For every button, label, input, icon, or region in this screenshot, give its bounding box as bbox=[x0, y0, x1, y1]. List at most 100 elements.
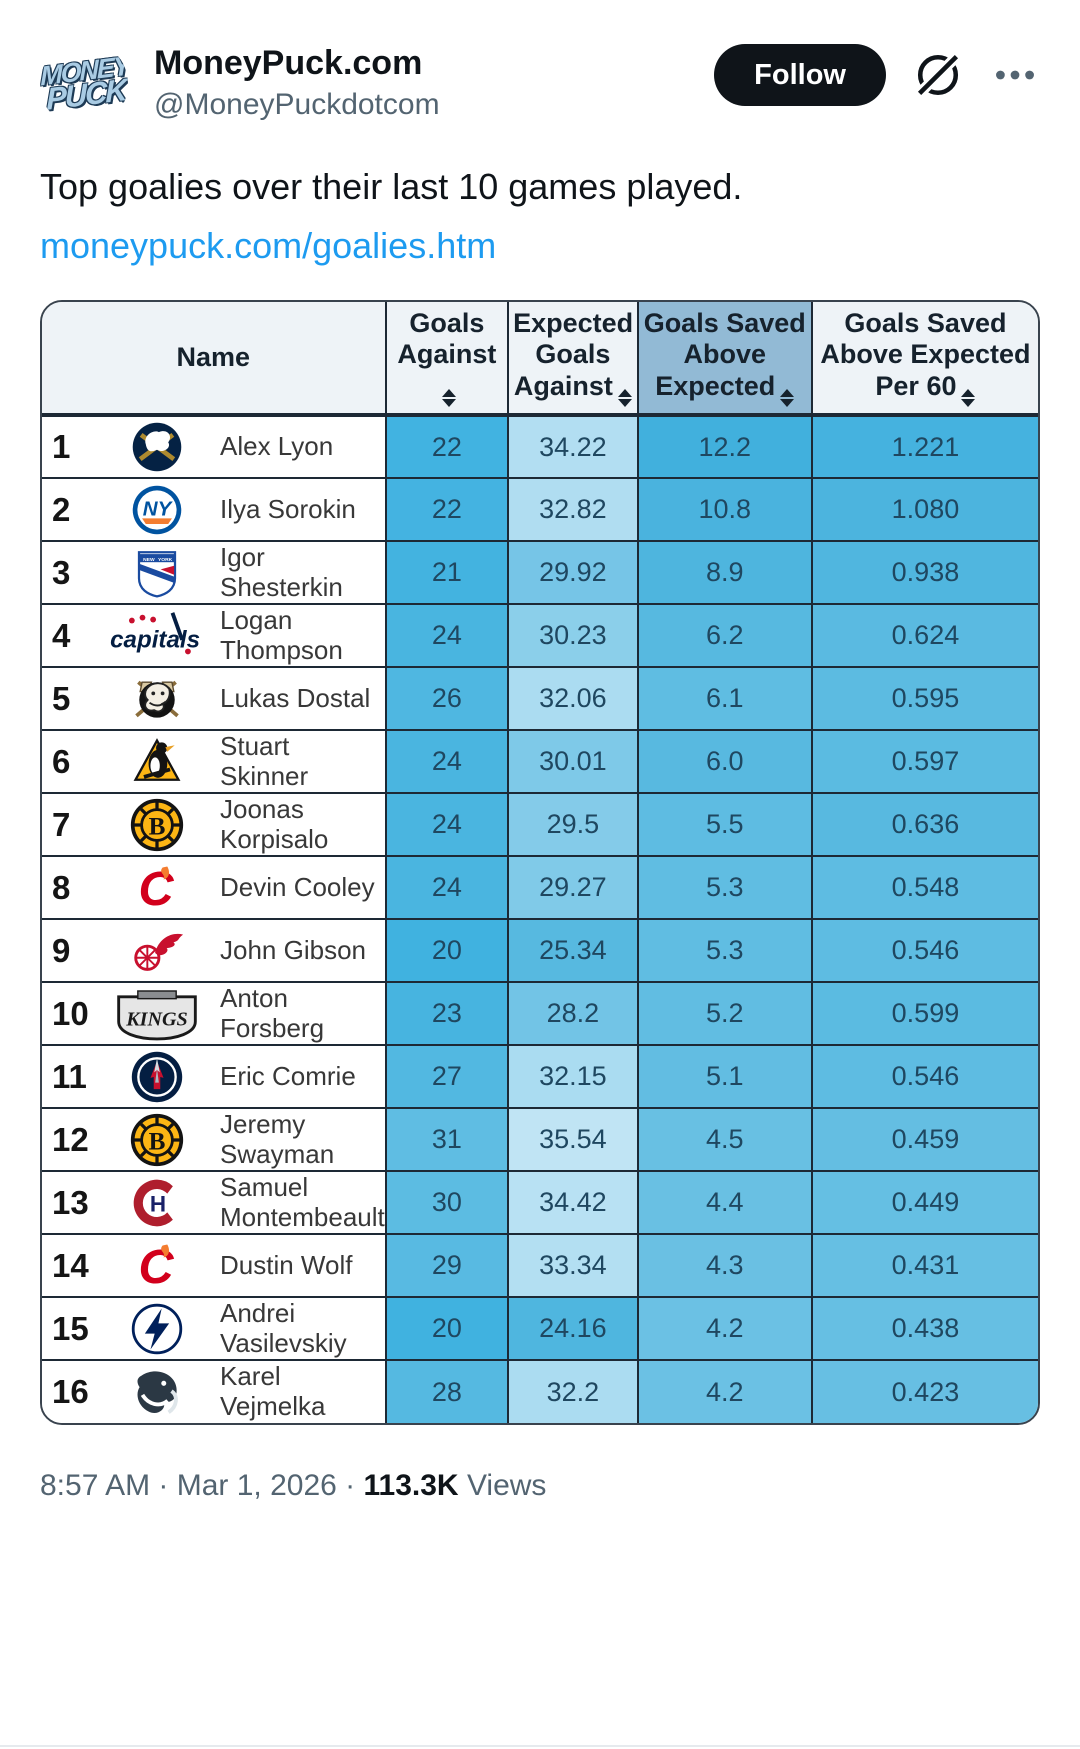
goalies-table-image[interactable]: Name Goals Against Expected Goals Against G… bbox=[40, 299, 1040, 1426]
player-cell: 5 Lukas Dostal bbox=[42, 666, 387, 732]
column-label: Goals Saved Above Expected Per 60 bbox=[820, 307, 1031, 402]
goals-against-cell: 29 bbox=[384, 1233, 510, 1299]
team-logo-utah-mammoth bbox=[98, 1363, 216, 1421]
table-head: Name Goals Against Expected Goals Against G… bbox=[42, 301, 1038, 418]
column-label: Expected Goals Against bbox=[513, 307, 634, 402]
goals-against-cell: 31 bbox=[384, 1107, 510, 1173]
goals-saved-above-expected-cell: 6.2 bbox=[636, 603, 813, 669]
player-name: Ilya Sorokin bbox=[220, 493, 356, 524]
team-logo-buffalo-sabres bbox=[98, 419, 216, 475]
rank: 7 bbox=[52, 805, 71, 843]
team-logo-new-york-islanders: NY bbox=[98, 482, 216, 538]
rank: 11 bbox=[52, 1057, 87, 1095]
column-header-goals-saved-above-expected[interactable]: Goals Saved Above Expected bbox=[636, 301, 813, 418]
player-cell: 6 Stuart Skinner bbox=[42, 729, 387, 795]
table-row: 5 Lukas Dostal 26 32.06 6.1 0.595 bbox=[42, 666, 1038, 732]
player-name: Andrei Vasilevskiy bbox=[220, 1297, 347, 1358]
expected-goals-against-cell: 32.82 bbox=[507, 477, 639, 543]
player-name: Alex Lyon bbox=[220, 431, 334, 462]
expected-goals-against-cell: 34.22 bbox=[507, 414, 639, 480]
tweet-footer: 8:57 AM · Mar 1, 2026 · 113.3K Views bbox=[40, 1469, 1040, 1503]
goals-against-cell: 26 bbox=[384, 666, 510, 732]
goals-saved-above-expected-per-60-cell: 0.449 bbox=[810, 1170, 1038, 1236]
rank: 16 bbox=[52, 1373, 89, 1411]
player-cell: 14 C Dustin Wolf bbox=[42, 1233, 387, 1299]
goals-saved-above-expected-per-60-cell: 0.546 bbox=[810, 918, 1038, 984]
column-header-name: Name bbox=[42, 301, 387, 418]
team-logo-pittsburgh-penguins bbox=[98, 734, 216, 790]
column-header-goals-against[interactable]: Goals Against bbox=[384, 301, 510, 418]
expected-goals-against-cell: 24.16 bbox=[507, 1296, 639, 1362]
rank: 10 bbox=[52, 994, 89, 1032]
player-name: Samuel Montembeault bbox=[220, 1171, 385, 1232]
goals-saved-above-expected-cell: 5.2 bbox=[636, 981, 813, 1047]
goals-against-cell: 30 bbox=[384, 1170, 510, 1236]
follow-button[interactable]: Follow bbox=[714, 44, 886, 106]
sort-icon bbox=[442, 389, 457, 408]
rank: 15 bbox=[52, 1309, 89, 1347]
table-row: 7 B Joonas Korpisalo 24 29.5 5.5 0.636 bbox=[42, 792, 1038, 858]
expected-goals-against-cell: 29.92 bbox=[507, 540, 639, 606]
views-count: 113.3K bbox=[363, 1469, 459, 1503]
player-name: Jeremy Swayman bbox=[220, 1108, 335, 1169]
table-row: 3 NEW YORK Igor Shesterkin 21 29.92 8.9 0.938 bbox=[42, 540, 1038, 606]
svg-text:B: B bbox=[149, 813, 166, 840]
handle[interactable]: @MoneyPuckdotcom bbox=[154, 87, 440, 121]
timestamp: 8:57 AM · Mar 1, 2026 bbox=[40, 1469, 337, 1503]
column-header-goals-saved-above-expected-per-60[interactable]: Goals Saved Above Expected Per 60 bbox=[810, 301, 1038, 418]
svg-text:capitals: capitals bbox=[110, 626, 200, 653]
goals-against-cell: 24 bbox=[384, 729, 510, 795]
sort-icon bbox=[617, 389, 632, 408]
goalies-table: Name Goals Against Expected Goals Against G… bbox=[42, 301, 1038, 1424]
team-logo-tampa-bay-lightning bbox=[98, 1301, 216, 1357]
player-cell: 7 B Joonas Korpisalo bbox=[42, 792, 387, 858]
more-options-icon[interactable] bbox=[990, 49, 1040, 101]
goals-saved-above-expected-per-60-cell: 0.438 bbox=[810, 1296, 1038, 1362]
svg-text:KINGS: KINGS bbox=[125, 1008, 187, 1030]
rank: 5 bbox=[52, 679, 71, 717]
goals-saved-above-expected-per-60-cell: 0.599 bbox=[810, 981, 1038, 1047]
player-name: Lukas Dostal bbox=[220, 682, 371, 713]
rank: 13 bbox=[52, 1183, 89, 1221]
goals-saved-above-expected-cell: 5.5 bbox=[636, 792, 813, 858]
table-row: 1 Alex Lyon 22 34.22 12.2 1.221 bbox=[42, 414, 1038, 480]
goals-against-cell: 23 bbox=[384, 981, 510, 1047]
table-row: 6 Stuart Skinner 24 30.01 6.0 0.597 bbox=[42, 729, 1038, 795]
goals-saved-above-expected-cell: 4.3 bbox=[636, 1233, 813, 1299]
player-cell: 16 Karel Vejmelka bbox=[42, 1359, 387, 1424]
column-label: Goals Against bbox=[397, 307, 497, 370]
table-row: 12 B Jeremy Swayman 31 35.54 4.5 0.459 bbox=[42, 1107, 1038, 1173]
expected-goals-against-cell: 30.01 bbox=[507, 729, 639, 795]
goals-saved-above-expected-per-60-cell: 0.597 bbox=[810, 729, 1038, 795]
player-cell: 8 C Devin Cooley bbox=[42, 855, 387, 921]
goals-against-cell: 28 bbox=[384, 1359, 510, 1424]
column-header-expected-goals-against[interactable]: Expected Goals Against bbox=[507, 301, 639, 418]
goals-saved-above-expected-per-60-cell: 0.595 bbox=[810, 666, 1038, 732]
expected-goals-against-cell: 30.23 bbox=[507, 603, 639, 669]
goals-against-cell: 24 bbox=[384, 603, 510, 669]
expected-goals-against-cell: 29.5 bbox=[507, 792, 639, 858]
table-row: 2 NY Ilya Sorokin 22 32.82 10.8 1.080 bbox=[42, 477, 1038, 543]
goals-saved-above-expected-per-60-cell: 0.938 bbox=[810, 540, 1038, 606]
footer-separator: · bbox=[345, 1469, 356, 1503]
player-cell: 10 KINGS Anton Forsberg bbox=[42, 981, 387, 1047]
player-name: Logan Thompson bbox=[220, 604, 343, 665]
player-name: John Gibson bbox=[220, 934, 366, 965]
display-name[interactable]: MoneyPuck.com bbox=[154, 44, 423, 82]
goals-saved-above-expected-cell: 12.2 bbox=[636, 414, 813, 480]
goals-saved-above-expected-cell: 5.3 bbox=[636, 918, 813, 984]
team-logo-washington-capitals: capitals bbox=[98, 607, 216, 665]
table-row: 16 Karel Vejmelka 28 32.2 4.2 0.423 bbox=[42, 1359, 1038, 1424]
avatar[interactable]: MONEY PUCK bbox=[40, 40, 128, 128]
grok-icon[interactable] bbox=[912, 49, 964, 101]
table-row: 15 Andrei Vasilevskiy 20 24.16 4.2 0.438 bbox=[42, 1296, 1038, 1362]
tweet-link[interactable]: moneypuck.com/goalies.htm bbox=[40, 224, 497, 266]
svg-text:C: C bbox=[139, 1240, 175, 1294]
goals-against-cell: 20 bbox=[384, 918, 510, 984]
svg-text:NEW: NEW bbox=[143, 557, 155, 563]
column-label: Name bbox=[176, 341, 251, 372]
player-name: Dustin Wolf bbox=[220, 1249, 353, 1280]
player-cell: 2 NY Ilya Sorokin bbox=[42, 477, 387, 543]
rank: 3 bbox=[52, 553, 71, 591]
header-actions: Follow bbox=[714, 40, 1040, 106]
